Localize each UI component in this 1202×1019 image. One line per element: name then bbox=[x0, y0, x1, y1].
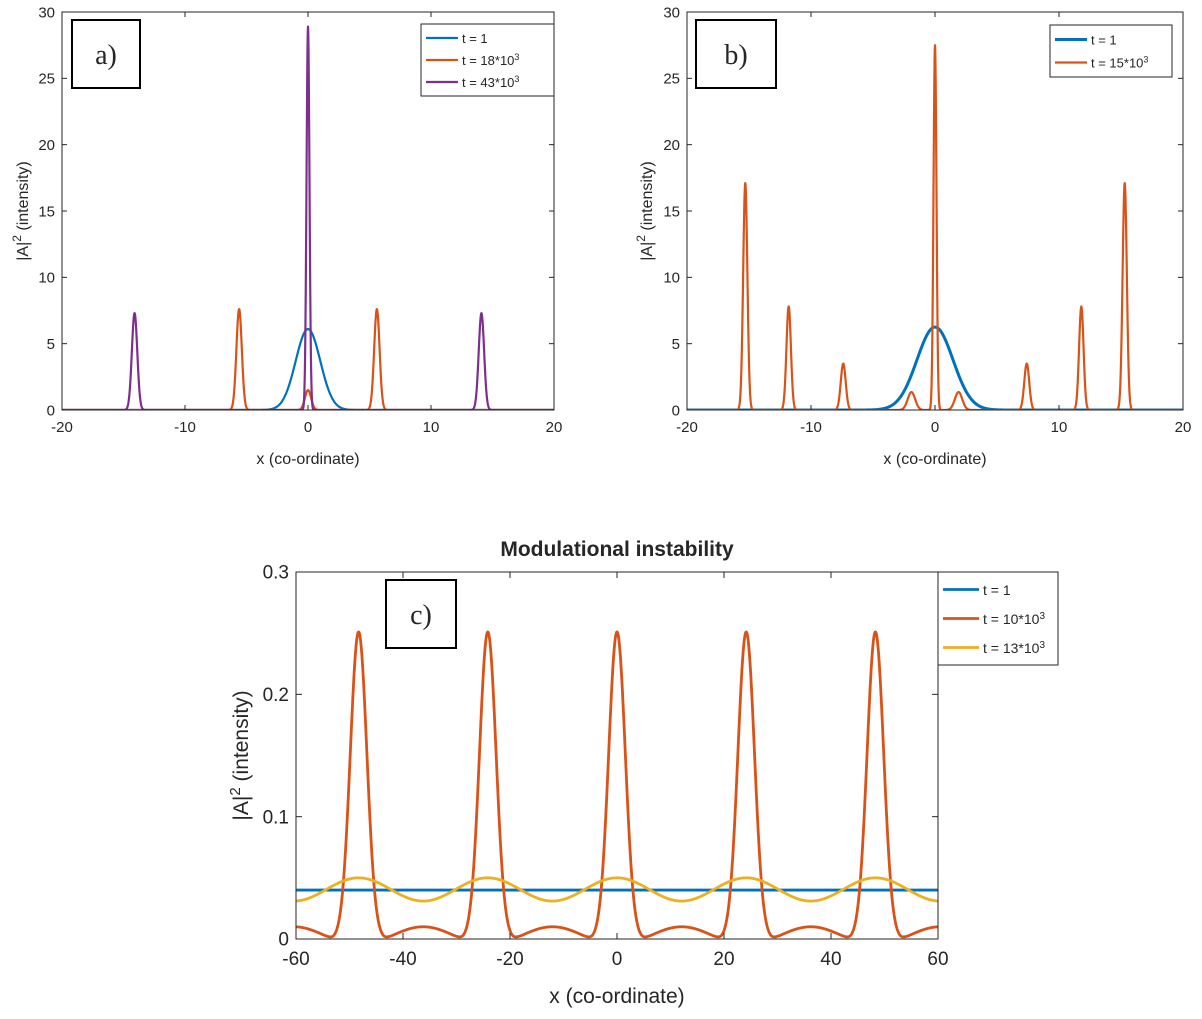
legend-entry: t = 43*103 bbox=[462, 74, 519, 90]
x-tick-label: 60 bbox=[927, 949, 948, 970]
y-tick-label: 0 bbox=[278, 930, 289, 951]
x-tick-label: -20 bbox=[676, 419, 698, 436]
legend-entry: t = 13*103 bbox=[983, 639, 1045, 656]
x-tick-label: 10 bbox=[1051, 419, 1068, 436]
x-tick-label: 0 bbox=[304, 419, 312, 436]
panel-label-box bbox=[71, 19, 141, 89]
legend: t = 1 t = 18*103 t = 43*103 bbox=[420, 23, 555, 97]
panel-label-box bbox=[695, 19, 777, 89]
x-tick-label: -60 bbox=[282, 949, 309, 970]
y-tick-label: 30 bbox=[38, 4, 55, 21]
chart-panel-2: -20 -10 0 10 20 0 5 10 15 20 25 30 x (co-ordinate) |A… bbox=[634, 4, 1191, 468]
x-tick-label: -10 bbox=[800, 419, 822, 436]
y-tick-label: 5 bbox=[47, 336, 55, 353]
panel-label: a) bbox=[95, 40, 117, 71]
series-line-2 bbox=[687, 44, 1183, 410]
legend-entry: t = 1 bbox=[1091, 32, 1117, 47]
legend-box bbox=[1049, 24, 1173, 78]
x-tick-label: -10 bbox=[174, 419, 196, 436]
legend-entry: t = 15*103 bbox=[1091, 54, 1148, 70]
y-tick-label: 0 bbox=[47, 402, 55, 419]
x-tick-label: 20 bbox=[546, 419, 563, 436]
y-tick-label: 25 bbox=[38, 71, 55, 88]
series-line-1 bbox=[687, 325, 1183, 410]
x-tick-label: 0 bbox=[612, 949, 623, 970]
chart-title: Modulational instability bbox=[500, 538, 734, 561]
y-tick-label: 0.1 bbox=[263, 807, 289, 828]
series-line-1 bbox=[62, 327, 554, 410]
x-tick-label: 0 bbox=[931, 419, 939, 436]
y-axis-label: |A|2 (intensity) bbox=[634, 161, 656, 260]
panel-label: b) bbox=[724, 40, 747, 71]
y-tick-label: 30 bbox=[663, 4, 680, 21]
x-axis-label: x (co-ordinate) bbox=[549, 985, 684, 1008]
legend-entry: t = 1 bbox=[462, 31, 488, 46]
x-tick-label: 40 bbox=[820, 949, 841, 970]
y-tick-label: 10 bbox=[38, 270, 55, 287]
series-line-2 bbox=[62, 308, 554, 410]
y-tick-label: 5 bbox=[672, 336, 680, 353]
y-tick-label: 20 bbox=[663, 137, 680, 154]
panel-label-box bbox=[385, 579, 457, 649]
y-tick-label: 0 bbox=[672, 402, 680, 419]
x-axis-label: x (co-ordinate) bbox=[256, 451, 359, 468]
x-tick-label: 20 bbox=[713, 949, 734, 970]
legend: t = 1 t = 15*103 bbox=[1049, 24, 1173, 78]
y-tick-label: 0.3 bbox=[263, 563, 289, 584]
x-tick-label: -20 bbox=[51, 419, 73, 436]
y-tick-label: 10 bbox=[663, 270, 680, 287]
series-line-2 bbox=[296, 630, 938, 939]
x-axis-label: x (co-ordinate) bbox=[883, 451, 986, 468]
y-axis-label: |A|2 (intensity) bbox=[227, 690, 254, 820]
y-tick-label: 20 bbox=[38, 137, 55, 154]
legend-entry: t = 10*103 bbox=[983, 610, 1045, 627]
y-axis-label: |A|2 (intensity) bbox=[10, 161, 32, 260]
y-tick-label: 15 bbox=[38, 203, 55, 220]
y-tick-label: 15 bbox=[663, 203, 680, 220]
legend-entry: t = 18*103 bbox=[462, 52, 519, 68]
y-tick-label: 0.2 bbox=[263, 685, 289, 706]
x-tick-label: -40 bbox=[389, 949, 416, 970]
series-line-3 bbox=[296, 876, 938, 903]
x-tick-label: -20 bbox=[496, 949, 523, 970]
panel-label: c) bbox=[410, 600, 432, 631]
chart-panel-3: -60 -40 -20 0 20 40 60 0 0.1 0.2 0.3 x (co-ordinate… bbox=[227, 538, 1059, 1008]
legend: t = 1 t = 10*103 t = 13*103 bbox=[937, 571, 1059, 666]
x-tick-label: 20 bbox=[1175, 419, 1192, 436]
legend-entry: t = 1 bbox=[983, 582, 1011, 598]
chart-panel-1: -20 -10 0 10 20 0 5 10 15 20 25 30 x (co-ordinate) |A… bbox=[10, 4, 562, 468]
y-tick-label: 25 bbox=[663, 71, 680, 88]
x-tick-label: 10 bbox=[423, 419, 440, 436]
